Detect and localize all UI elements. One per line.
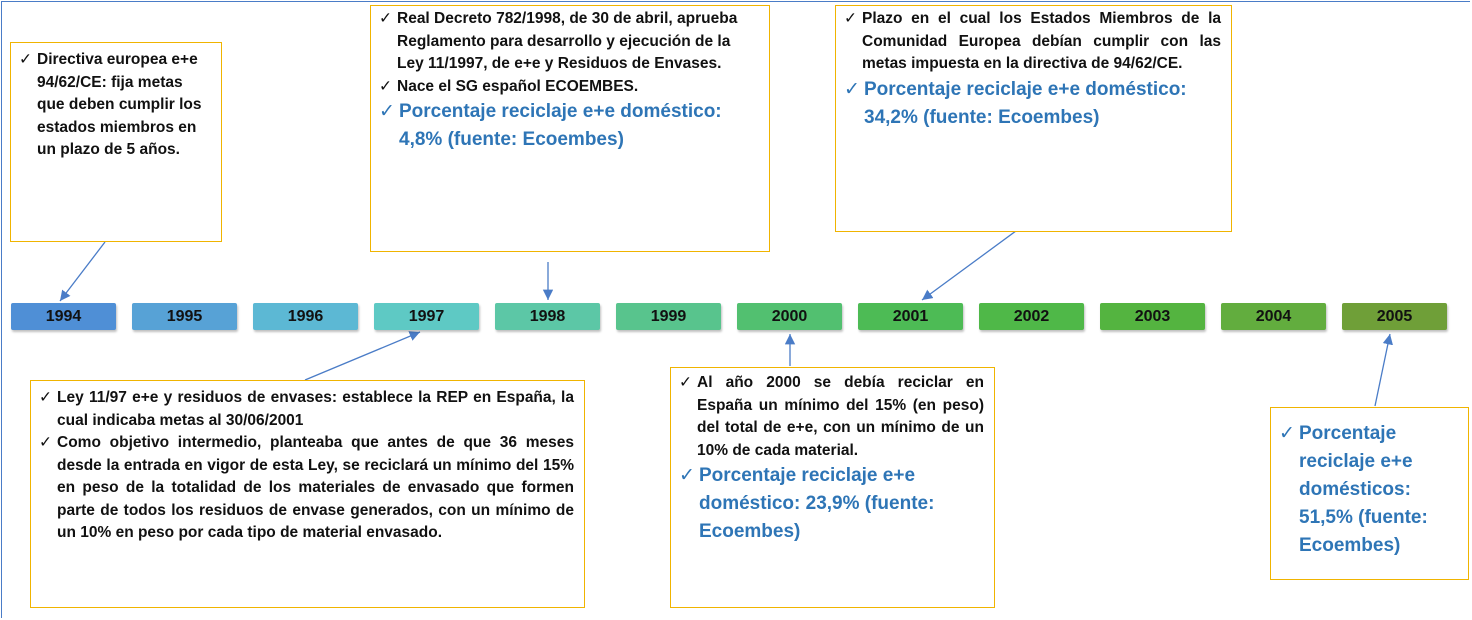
- callout: Directiva europea e+e 94/62/CE: fija met…: [10, 42, 222, 242]
- callout-highlight: Porcentaje reciclaje e+e doméstico: 4,8%…: [379, 98, 759, 154]
- callout-item: Ley 11/97 e+e y residuos de envases: est…: [39, 387, 574, 432]
- year-box: 2003: [1100, 303, 1205, 330]
- year-box: 1995: [132, 303, 237, 330]
- callout-item: Plazo en el cual los Estados Miembros de…: [844, 8, 1221, 76]
- callout: Ley 11/97 e+e y residuos de envases: est…: [30, 380, 585, 608]
- callout-highlight: Porcentaje reciclaje e+e doméstico: 23,9…: [679, 462, 984, 546]
- callout-item: Al año 2000 se debía reciclar en España …: [679, 372, 984, 462]
- callout-highlight: Porcentaje reciclaje e+e doméstico: 34,2…: [844, 76, 1221, 132]
- connector: [304, 331, 421, 381]
- year-box: 2005: [1342, 303, 1447, 330]
- year-box: 1997: [374, 303, 479, 330]
- year-box: 1998: [495, 303, 600, 330]
- year-box: 2001: [858, 303, 963, 330]
- year-box: 2000: [737, 303, 842, 330]
- callout-item: Nace el SG español ECOEMBES.: [379, 76, 759, 99]
- callout-item: Real Decreto 782/1998, de 30 de abril, a…: [379, 8, 759, 76]
- callout: Al año 2000 se debía reciclar en España …: [670, 367, 995, 608]
- year-box: 2004: [1221, 303, 1326, 330]
- callout-highlight: Porcentaje reciclaje e+e domésticos: 51,…: [1279, 420, 1458, 560]
- year-box: 2002: [979, 303, 1084, 330]
- year-box: 1999: [616, 303, 721, 330]
- callout-item: Directiva europea e+e 94/62/CE: fija met…: [19, 49, 211, 162]
- connector: [59, 241, 106, 302]
- connector: [1374, 333, 1393, 407]
- year-box: 1996: [253, 303, 358, 330]
- callout: Plazo en el cual los Estados Miembros de…: [835, 5, 1232, 232]
- callout: Porcentaje reciclaje e+e domésticos: 51,…: [1270, 407, 1469, 580]
- year-box: 1994: [11, 303, 116, 330]
- callout: Real Decreto 782/1998, de 30 de abril, a…: [370, 5, 770, 252]
- connector: [921, 227, 1021, 301]
- callout-item: Como objetivo intermedio, planteaba que …: [39, 432, 574, 545]
